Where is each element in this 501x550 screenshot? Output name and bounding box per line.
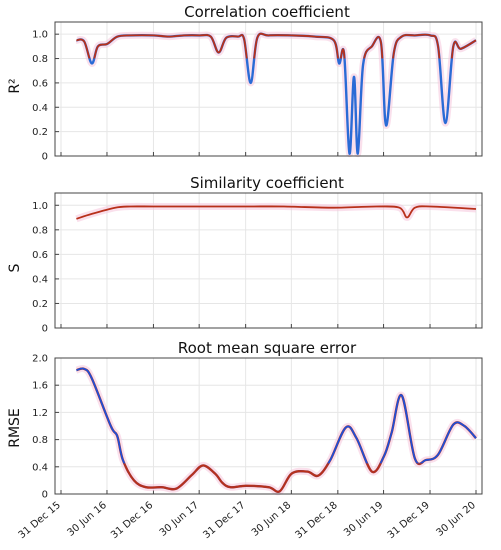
x-tick-label: 31 Dec 17 xyxy=(201,500,247,541)
y-tick-label: 0.6 xyxy=(32,78,48,89)
series-shading xyxy=(75,30,478,158)
x-tick-label: 31 Dec 15 xyxy=(17,500,63,541)
series-line xyxy=(76,367,477,493)
y-tick-label: 0.2 xyxy=(32,299,48,310)
y-tick-label: 0.4 xyxy=(32,274,48,285)
series-line-secondary xyxy=(76,32,477,155)
plot-frame xyxy=(54,357,483,495)
plot-frame xyxy=(54,21,483,157)
rmse-ylabel: RMSE xyxy=(7,408,23,448)
y-tick-label: 1.2 xyxy=(32,408,48,419)
correlation-coefficient-panel: Correlation coefficient R² 0 0.2 0.4 0.6 0.8… xyxy=(7,3,483,163)
series-line-low xyxy=(123,463,423,493)
correlation-title: Correlation coefficient xyxy=(184,3,350,21)
y-tick-label: 0.8 xyxy=(32,54,48,65)
y-tick-label: 0.4 xyxy=(32,103,48,114)
similarity-ylabel: S xyxy=(7,263,23,272)
y-tick-label: 0.8 xyxy=(32,435,48,446)
rmse-panel: Root mean square error RMSE 0 0.4 0.8 1.2 1.… xyxy=(7,339,483,541)
y-tick-label: 0.4 xyxy=(32,462,48,473)
y-tick-label: 1.0 xyxy=(32,201,48,212)
x-tick-label: 31 Dec 16 xyxy=(109,500,155,541)
series-line xyxy=(76,205,477,220)
y-tick-label: 2.0 xyxy=(32,354,48,365)
y-tick-label: 0 xyxy=(42,152,48,163)
y-tick-label: 0 xyxy=(42,324,48,335)
x-tick-label: 30 Jun 20 xyxy=(435,500,478,539)
x-tick-label: 30 Jun 19 xyxy=(342,500,385,539)
x-tick-label: 30 Jun 17 xyxy=(158,500,201,539)
y-tick-label: 1.0 xyxy=(32,30,48,41)
y-tick-label: 0.2 xyxy=(32,127,48,138)
y-tick-label: 0 xyxy=(42,490,48,501)
y-tick-label: 0.8 xyxy=(32,225,48,236)
y-tick-label: 1.6 xyxy=(32,381,48,392)
series-shading xyxy=(75,364,479,496)
y-tick-label: 0.6 xyxy=(32,250,48,261)
similarity-coefficient-panel: Similarity coefficient S 0 0.2 0.4 0.6 0.8 1.… xyxy=(7,174,483,335)
series-line xyxy=(76,32,477,59)
correlation-ylabel: R² xyxy=(7,78,23,93)
similarity-title: Similarity coefficient xyxy=(190,174,344,192)
rmse-title: Root mean square error xyxy=(178,339,357,357)
x-tick-label: 31 Dec 19 xyxy=(386,500,432,541)
x-tick-label: 31 Dec 18 xyxy=(293,500,339,541)
series-line-secondary xyxy=(76,367,477,493)
plot-frame xyxy=(54,192,483,329)
x-tick-label: 30 Jun 18 xyxy=(250,500,293,539)
x-tick-label: 30 Jun 16 xyxy=(65,500,108,539)
